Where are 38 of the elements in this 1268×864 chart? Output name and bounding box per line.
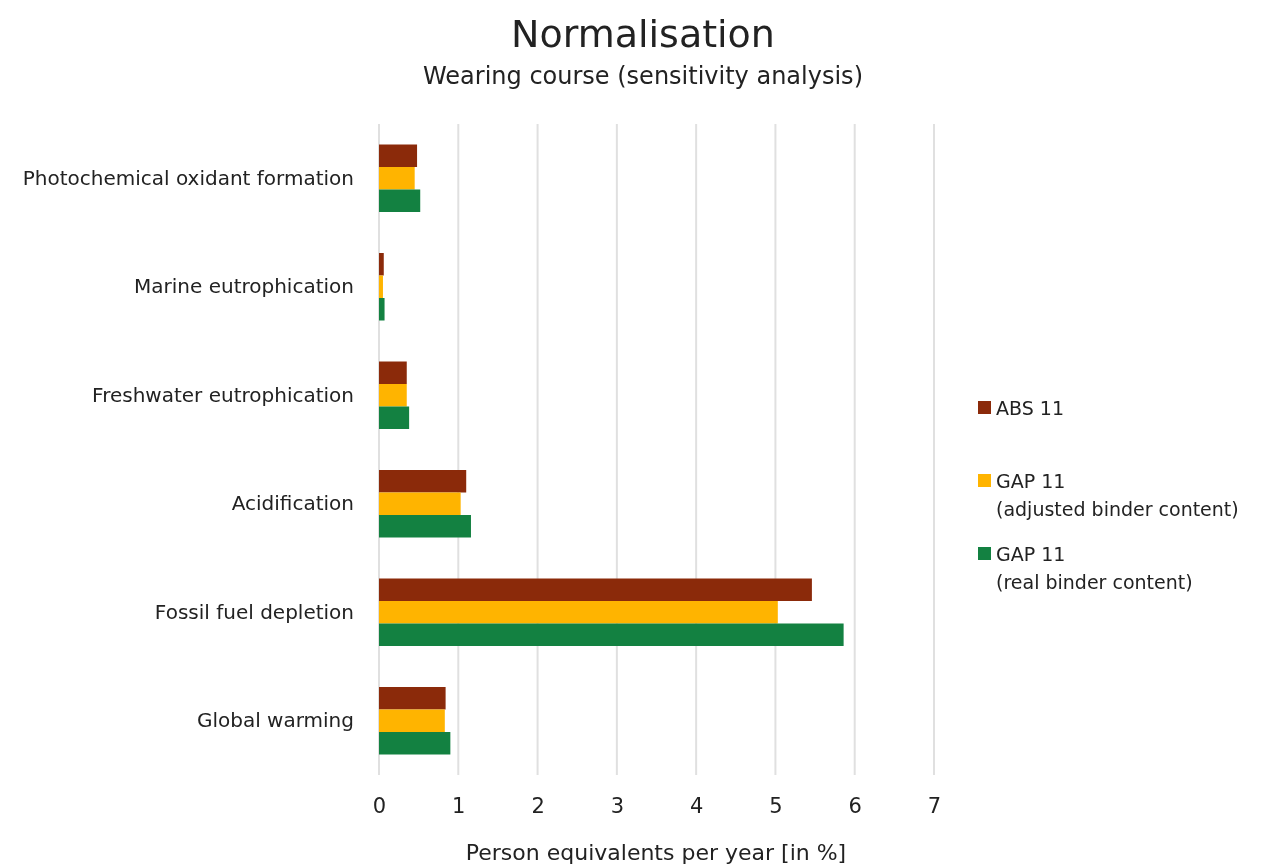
bar [379,144,418,167]
bar [379,253,384,276]
chart-subtitle: Wearing course (sensitivity analysis) [422,62,864,90]
bar [379,298,385,321]
x-tick-label: 5 [769,793,783,818]
x-tick-label: 1 [452,793,466,818]
x-tick-label: 2 [531,793,545,818]
x-tick-label: 6 [848,793,862,818]
legend-label: ABS 11 [996,397,1064,419]
bar [379,470,467,493]
y-tick-label: Fossil fuel depletion [154,599,354,624]
x-tick-label: 0 [372,793,387,818]
y-tick-label: Global warming [196,708,354,733]
bar [379,623,844,646]
y-tick-label: Acidification [231,491,354,516]
bar [379,687,446,710]
bar [379,732,451,755]
bar [379,384,407,407]
bar [379,275,383,298]
bar [379,189,421,212]
bar [379,361,407,384]
chart-title: Normalisation [511,12,775,56]
bar [379,578,812,601]
bar [379,515,471,538]
x-axis-title: Person equivalents per year [in %] [465,840,847,864]
bar [379,492,461,515]
x-tick-label: 7 [927,793,942,818]
legend-label: GAP 11 (adjusted binder content) [996,470,1239,520]
x-tick-label: 3 [610,793,625,818]
y-tick-label: Freshwater eutrophication [92,382,354,407]
bar [379,709,445,732]
x-tick-label: 4 [689,793,704,818]
y-tick-label: Photochemical oxidant formation [22,165,354,190]
bar [379,601,778,624]
bar [379,406,410,429]
bar [379,167,415,190]
y-tick-label: Marine eutrophication [134,274,354,299]
legend-label: GAP 11 (real binder content) [996,543,1193,593]
